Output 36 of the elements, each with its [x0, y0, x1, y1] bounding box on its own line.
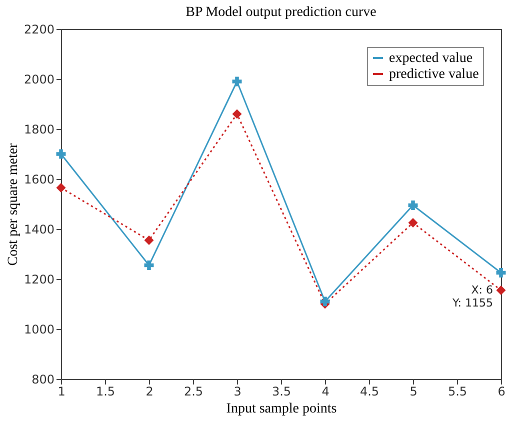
y-tick-label: 1600 — [24, 172, 54, 186]
y-tick-label: 1400 — [24, 222, 54, 236]
y-tick-label: 800 — [32, 372, 54, 386]
x-tick-label: 3 — [234, 384, 242, 398]
y-tick-label: 2200 — [24, 22, 54, 36]
x-tick-label: 6 — [498, 384, 506, 398]
x-tick-label: 1 — [58, 384, 66, 398]
point — [56, 149, 66, 159]
chart-title: BP Model output prediction curve — [186, 5, 376, 20]
y-tick-label: 1000 — [24, 322, 54, 336]
x-tick-label: 4.5 — [360, 384, 380, 398]
y-axis-title: Cost per square meter — [6, 142, 21, 266]
x-tick-label: 5.5 — [448, 384, 468, 398]
point — [144, 236, 154, 245]
x-tick-label: 5 — [410, 384, 418, 398]
point — [320, 296, 330, 306]
y-tick-label: 2000 — [24, 72, 54, 86]
point — [408, 218, 418, 228]
annotation: X: 6 Y: 1155 — [452, 283, 493, 310]
point — [496, 286, 506, 295]
point — [232, 109, 242, 119]
legend-label: predictive value — [389, 67, 479, 82]
x-axis-title: Input sample points — [226, 402, 337, 416]
legend-label: expected value — [389, 51, 473, 66]
y-tick-label: 1800 — [24, 122, 54, 136]
point — [144, 260, 154, 270]
x-tick-label: 4 — [322, 384, 330, 398]
point — [496, 268, 506, 278]
x-tick-label: 2 — [146, 384, 154, 398]
x-tick-label: 2.5 — [184, 384, 204, 398]
point — [408, 200, 418, 210]
y-tick-label: 1200 — [24, 272, 54, 286]
x-tick-label: 1.5 — [96, 384, 116, 398]
x-tick-label: 3.5 — [272, 384, 292, 398]
point — [232, 76, 242, 86]
point — [56, 183, 66, 192]
